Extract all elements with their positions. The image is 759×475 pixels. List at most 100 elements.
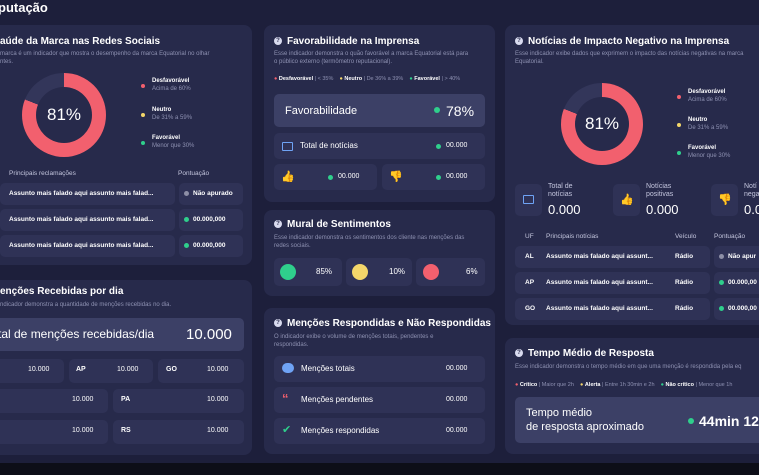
table-row[interactable]: Assunto mais falado aqui assunto mais fa…	[0, 209, 175, 231]
response-time-summary: Tempo médio de resposta aproximado 44min…	[515, 397, 759, 443]
table-row-score: Não apur	[714, 246, 759, 268]
stat-label: Total de notícias	[548, 183, 573, 198]
thumbs-down-icon: 👎	[389, 171, 403, 183]
chat-bubbles-icon	[282, 363, 294, 373]
table-row[interactable]: GO Assunto mais falado aqui assunt... Rádi…	[515, 298, 710, 320]
stat-icon-negative: 👎	[711, 184, 738, 216]
legend-dot-favorable	[141, 141, 145, 145]
card-description: Esse indicador demonstra os sentimentos …	[274, 235, 465, 249]
table-row-score: 00.000,00	[714, 298, 759, 320]
stat-value: 0.000	[646, 202, 679, 217]
help-icon: ?	[515, 349, 523, 358]
response-time-card: ? Tempo Médio de Resposta Esse indicador …	[505, 338, 759, 454]
state-tile: AP 10.000	[69, 359, 153, 383]
table-row-score: 00.000,00	[714, 272, 759, 294]
state-tile: PA 10.000	[113, 389, 244, 413]
column-header-complaints: Principais reclamações	[9, 170, 76, 177]
press-favorability-card: ? Favorabilidade na Imprensa Esse indicad…	[264, 25, 495, 202]
card-description: Esse indicador demonstra o quão favoráve…	[274, 51, 469, 65]
help-icon: ?	[515, 37, 523, 46]
thumbs-down-icon: 👎	[718, 194, 732, 206]
sentiment-happy: 85%	[274, 258, 342, 286]
legend-dot-neutral	[141, 113, 145, 117]
help-icon: ?	[274, 319, 282, 328]
stat-icon-positive: 👍	[613, 184, 640, 216]
sentiment-mural-card: ? Mural de Sentimentos Esse indicador dem…	[264, 210, 495, 296]
column-header-score: Pontuação	[178, 170, 210, 177]
state-tile: GO 10.000	[158, 359, 244, 383]
answered-mentions-card: ? Menções Respondidas e Não Respondidas O…	[264, 308, 495, 454]
stat-label: Notícias positivas	[646, 183, 674, 198]
legend-neutral: Neutro De 31% a 59%	[688, 117, 729, 131]
legend-unfavorable: Desfavorável Acima de 60%	[152, 78, 191, 92]
table-row[interactable]: AL Assunto mais falado aqui assunt... Rádi…	[515, 246, 710, 268]
negative-news-tile: 👎 00.000	[382, 164, 485, 190]
card-title: ? Favorabilidade na Imprensa	[274, 36, 419, 47]
page-title: putação	[0, 0, 48, 15]
help-icon: ?	[274, 37, 282, 46]
thumbs-up-icon: 👍	[281, 171, 295, 183]
mentions-pending-row: “ Menções pendentes 00.000	[274, 387, 485, 413]
card-title: ? Tempo Médio de Resposta	[515, 348, 654, 359]
mentions-per-day-card: enções Recebidas por dia ndicador demons…	[0, 280, 252, 455]
legend-favorable: Favorável Menor que 30%	[688, 145, 731, 159]
legend-unfavorable: Desfavorável Acima de 60%	[688, 89, 727, 103]
happy-face-icon	[280, 264, 296, 280]
newspaper-icon	[523, 195, 534, 204]
newspaper-icon	[282, 142, 293, 151]
table-row-score: 00.000,000	[179, 209, 243, 231]
card-title: ? Mural de Sentimentos	[274, 219, 391, 230]
column-header-news: Principais notícias	[546, 233, 599, 240]
sentiment-angry: 6%	[416, 258, 485, 286]
favorability-summary: Favorabilidade 78%	[274, 94, 485, 127]
legend-dot-favorable	[677, 151, 681, 155]
table-row-score: Não apurado	[179, 183, 243, 205]
column-header-score: Pontuação	[714, 233, 746, 240]
bottom-bar	[0, 463, 759, 475]
mentions-answered-row: ✔ Menções respondidas 00.000	[274, 418, 485, 444]
mentions-total-row: Menções totais 00.000	[274, 356, 485, 382]
legend-dot-unfavorable	[141, 84, 145, 88]
thumbs-up-icon: 👍	[620, 194, 634, 206]
card-description: ndicador demonstra a quantidade de mençõ…	[0, 302, 172, 308]
card-description: O indicador exibe o volume de menções to…	[274, 334, 434, 348]
sentiment-neutral: 10%	[346, 258, 412, 286]
mentions-total: tal de menções recebidas/dia 10.000	[0, 318, 244, 351]
help-icon: ?	[274, 220, 282, 229]
legend-dot-unfavorable	[677, 95, 681, 99]
favorability-scale: ● Desfavorável | < 35% ● Neutro | De 36%…	[274, 76, 461, 82]
stat-value: 0.00	[744, 202, 759, 217]
column-header-vehicle: Veículo	[675, 233, 697, 240]
table-row[interactable]: AP Assunto mais falado aqui assunt... Rádi…	[515, 272, 710, 294]
legend-dot-neutral	[677, 123, 681, 127]
check-icon: ✔	[282, 424, 292, 436]
neutral-face-icon	[352, 264, 368, 280]
total-news-row: Total de notícias 00.000	[274, 133, 485, 159]
card-title: enções Recebidas por dia	[0, 286, 124, 297]
donut-value: 81%	[584, 114, 620, 133]
column-header-uf: UF	[525, 233, 534, 240]
stat-label: Notí nega	[744, 183, 759, 198]
negative-impact-card: ? Notícias de Impacto Negativo na Imprens…	[505, 25, 759, 325]
card-title: ? Menções Respondidas e Não Respondidas	[274, 318, 491, 329]
table-row[interactable]: Assunto mais falado aqui assunto mais fa…	[0, 235, 175, 257]
card-description: Esse indicador demonstra o tempo médio e…	[515, 364, 742, 370]
legend-favorable: Favorável Menor que 30%	[152, 135, 195, 149]
stat-value: 0.000	[548, 202, 581, 217]
state-tile: 10.000	[0, 359, 64, 383]
card-description: marca é um indicador que mostra o desemp…	[0, 51, 210, 65]
angry-face-icon	[423, 264, 439, 280]
state-tile: 10.000	[0, 420, 108, 444]
stat-icon-total	[515, 184, 542, 216]
table-row-score: 00.000,000	[179, 235, 243, 257]
table-row[interactable]: Assunto mais falado aqui assunto mais fa…	[0, 183, 175, 205]
positive-news-tile: 👍 00.000	[274, 164, 377, 190]
card-title: ? Notícias de Impacto Negativo na Imprens…	[515, 36, 729, 47]
state-tile: 10.000	[0, 389, 108, 413]
brand-health-card: aúde da Marca nas Redes Sociais marca é …	[0, 25, 252, 265]
donut-value: 81%	[46, 105, 82, 124]
legend-neutral: Neutro De 31% a 59%	[152, 107, 193, 121]
quote-icon: “	[282, 391, 289, 406]
card-title: aúde da Marca nas Redes Sociais	[0, 36, 161, 47]
